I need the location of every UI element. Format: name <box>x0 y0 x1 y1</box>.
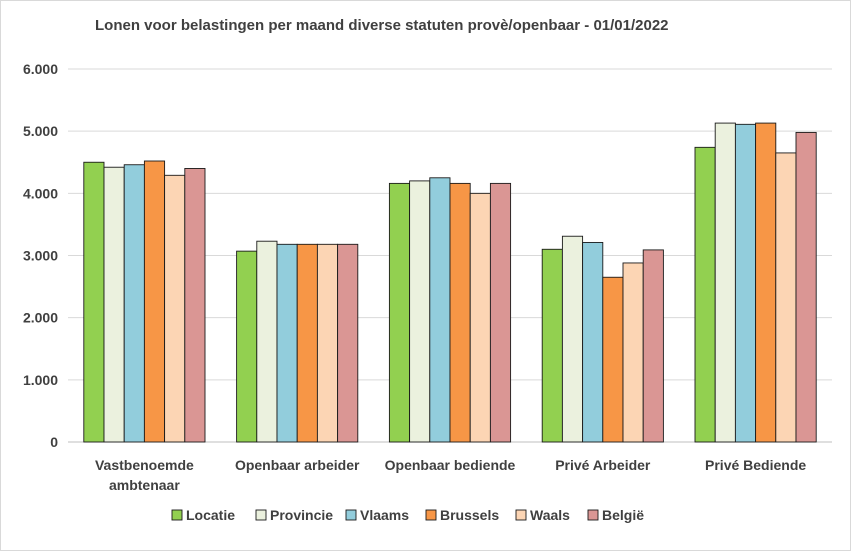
y-tick-label: 2.000 <box>23 310 58 326</box>
legend-label: Brussels <box>440 507 499 523</box>
y-tick-label: 3.000 <box>23 248 58 264</box>
bar-locatie <box>83 161 105 443</box>
legend-label: Provincie <box>270 507 333 523</box>
legend: Locatie Provincie Vlaams Brussels Waals Belgi… <box>171 507 644 523</box>
bar-brussels <box>449 182 471 443</box>
bar-waals <box>622 262 644 443</box>
bar-belgië <box>489 182 512 443</box>
bar-brussels <box>755 122 777 443</box>
x-tick-label: Privé Arbeider <box>555 457 651 473</box>
legend-label: België <box>602 507 644 523</box>
bar-vlaams <box>734 123 757 443</box>
bar-vlaams <box>429 177 451 443</box>
bar-provincie <box>714 122 736 443</box>
bar-locatie <box>694 146 716 443</box>
legend-label: Locatie <box>186 507 235 523</box>
x-tick-label: Privé Bediende <box>705 457 806 473</box>
x-tick-label: Openbaar arbeider <box>235 457 360 473</box>
x-tick-label: Openbaar bediende <box>385 457 516 473</box>
bar-vlaams <box>276 243 298 443</box>
y-tick-label: 0 <box>50 434 58 450</box>
bar-vlaams <box>582 241 604 443</box>
bar-belgië <box>795 131 817 443</box>
legend-swatch <box>587 509 599 521</box>
bar-waals <box>469 192 491 443</box>
legend-swatch <box>171 509 183 521</box>
legend-swatch <box>255 509 267 521</box>
x-tick-label: ambtenaar <box>109 477 180 493</box>
legend-swatch <box>425 509 437 521</box>
y-axis: 0 1.000 2.000 3.000 4.000 5.000 6.000 <box>23 61 58 450</box>
y-tick-label: 1.000 <box>23 372 58 388</box>
bar-brussels <box>602 276 624 443</box>
bars <box>83 122 817 443</box>
y-tick-label: 4.000 <box>23 185 58 201</box>
y-tick-label: 5.000 <box>23 123 58 139</box>
bar-waals <box>164 174 186 443</box>
y-tick-label: 6.000 <box>23 61 58 77</box>
bar-belgië <box>337 243 359 443</box>
bar-vlaams <box>123 164 145 443</box>
bar-provincie <box>409 180 431 443</box>
legend-label: Waals <box>530 507 570 523</box>
bar-provincie <box>256 240 278 443</box>
bar-locatie <box>236 250 258 443</box>
bar-provincie <box>561 235 584 443</box>
legend-swatch <box>345 509 357 521</box>
bar-belgië <box>184 168 206 443</box>
bar-brussels <box>143 160 166 443</box>
bar-locatie <box>388 182 411 443</box>
bar-waals <box>775 152 797 443</box>
x-axis: Vastbenoemde ambtenaar Openbaar arbeider Op… <box>95 457 806 493</box>
x-tick-label: Vastbenoemde <box>95 457 194 473</box>
bar-locatie <box>541 248 563 443</box>
bar-belgië <box>642 249 664 443</box>
legend-label: Vlaams <box>360 507 409 523</box>
bar-waals <box>316 243 339 443</box>
bar-provincie <box>103 166 125 443</box>
bar-brussels <box>296 243 318 443</box>
chart-title: Lonen voor belastingen per maand diverse… <box>95 17 669 34</box>
legend-swatch <box>515 509 527 521</box>
